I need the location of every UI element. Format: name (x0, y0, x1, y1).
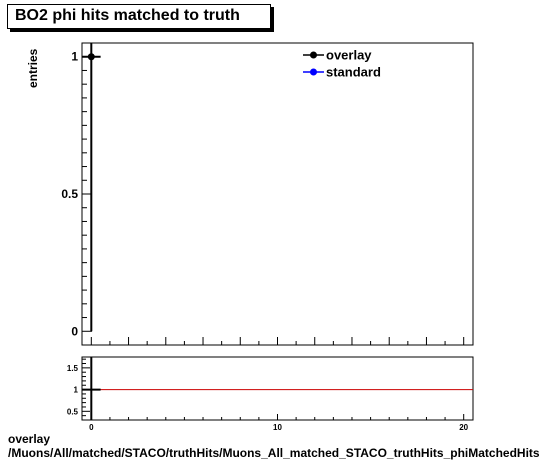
ratio-x-tick-label: 10 (273, 423, 282, 432)
ratio-y-tick-label: 1 (74, 386, 79, 395)
chart-title-box: BO2 phi hits matched to truth (7, 4, 271, 29)
main-plot-frame (81, 42, 474, 346)
ratio-plot-frame (81, 356, 474, 421)
footer-histogram-path: /Muons/All/matched/STACO/truthHits/Muons… (8, 446, 540, 460)
legend-label-standard: standard (326, 65, 381, 80)
ratio-x-tick-label: 20 (459, 423, 468, 432)
footer-dataset-label: overlay (8, 432, 51, 446)
legend-label-overlay: overlay (326, 48, 372, 63)
y-tick-label: 0 (71, 324, 78, 338)
y-tick-label: 1 (71, 50, 78, 64)
y-tick-label: 0.5 (61, 187, 78, 201)
ratio-y-tick-label: 1.5 (67, 364, 79, 373)
legend-marker-overlay (310, 51, 317, 59)
chart-title: BO2 phi hits matched to truth (15, 7, 240, 24)
legend-marker-standard (310, 68, 317, 76)
ratio-x-tick-label: 0 (89, 423, 94, 432)
data-point-overlay (87, 53, 95, 61)
ratio-y-tick-label: 0.5 (67, 407, 79, 416)
